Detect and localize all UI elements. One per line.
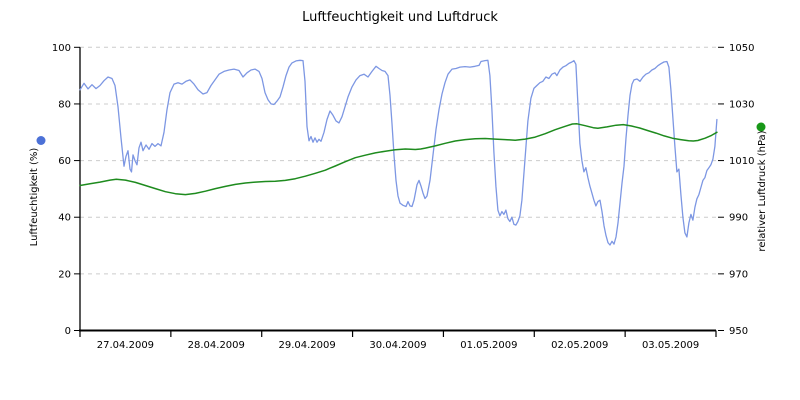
x-tick-label: 01.05.2009 (460, 340, 517, 351)
gridlines (80, 46, 716, 275)
y-right-tick-label: 990 (729, 213, 748, 224)
y-left-tick-label: 60 (58, 156, 71, 167)
y-right-axis-title: relativer Luftdruck (hPa) (757, 130, 768, 251)
humidity-line (79, 59, 718, 246)
data-series (79, 59, 718, 246)
x-tick-label: 30.04.2009 (369, 340, 426, 351)
x-tick-label: 03.05.2009 (642, 340, 699, 351)
y-right-tick-label: 1030 (729, 99, 754, 110)
axis-tick-labels: 0 20 40 60 80 100 950 970 990 1010 1030 1050 27.04.2… (52, 43, 755, 351)
y-right-tick-label: 970 (729, 269, 748, 280)
y-right-tick-label: 1010 (729, 156, 754, 167)
pressure-line (79, 123, 718, 196)
chart-title: Luftfeuchtigkeit und Luftdruck (302, 10, 498, 25)
humidity-legend-dot-icon (36, 136, 46, 145)
y-left-tick-label: 0 (65, 326, 71, 337)
y-left-tick-label: 20 (58, 269, 71, 280)
y-left-axis-title: Luftfeuchtigkeit (%) (29, 148, 40, 247)
x-tick-label: 27.04.2009 (97, 340, 154, 351)
x-tick-label: 02.05.2009 (551, 340, 608, 351)
y-left-tick-label: 80 (58, 99, 71, 110)
x-tick-label: 28.04.2009 (188, 340, 245, 351)
y-left-tick-label: 100 (52, 43, 71, 54)
pressure-legend-dot-icon (756, 122, 766, 132)
axes (74, 46, 724, 337)
y-left-tick-label: 40 (58, 213, 71, 224)
y-right-tick-label: 1050 (729, 43, 754, 54)
y-right-tick-label: 950 (729, 326, 748, 337)
x-tick-label: 29.04.2009 (279, 340, 336, 351)
